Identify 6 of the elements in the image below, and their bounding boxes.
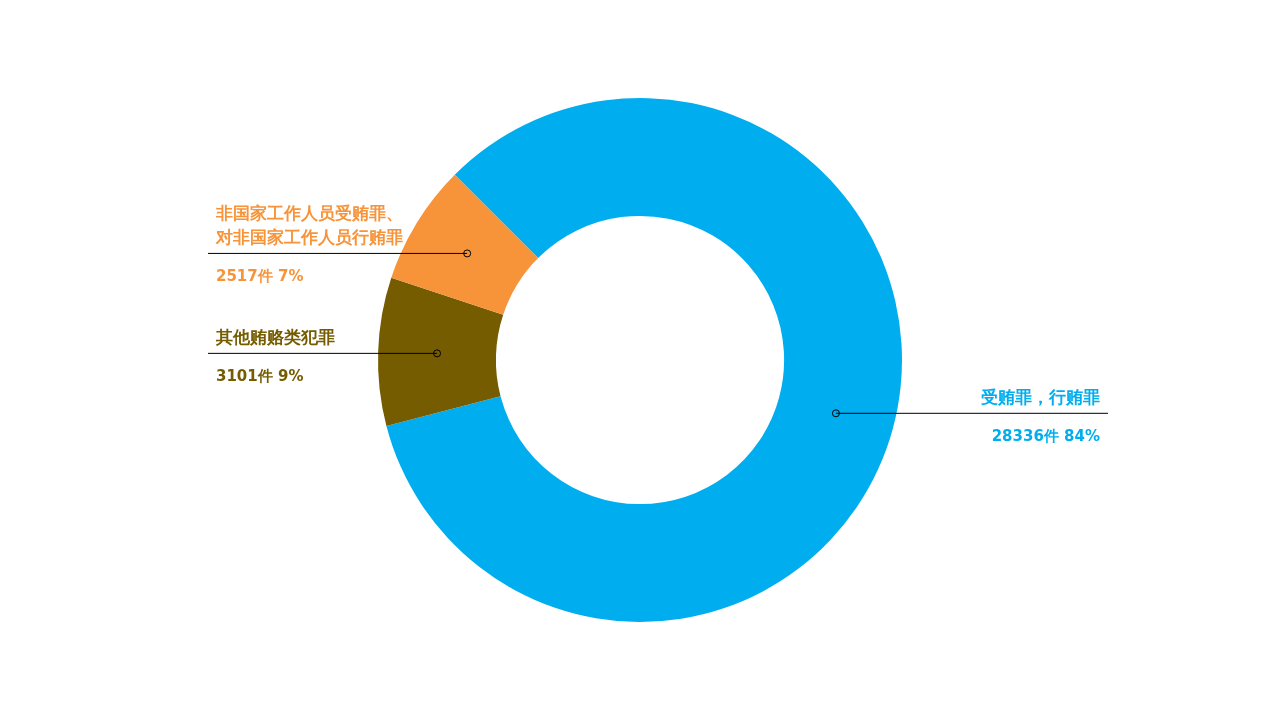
data-label: 2517件 7%: [216, 267, 304, 286]
slice-label: 其他贿赂类犯罪: [215, 327, 335, 348]
slice-label: 受贿罪，行贿罪: [981, 387, 1100, 408]
slice-label: 非国家工作人员受贿罪、对非国家工作人员行贿罪: [215, 203, 403, 248]
data-label: 3101件 9%: [216, 367, 304, 386]
data-label: 28336件 84%: [991, 427, 1100, 446]
